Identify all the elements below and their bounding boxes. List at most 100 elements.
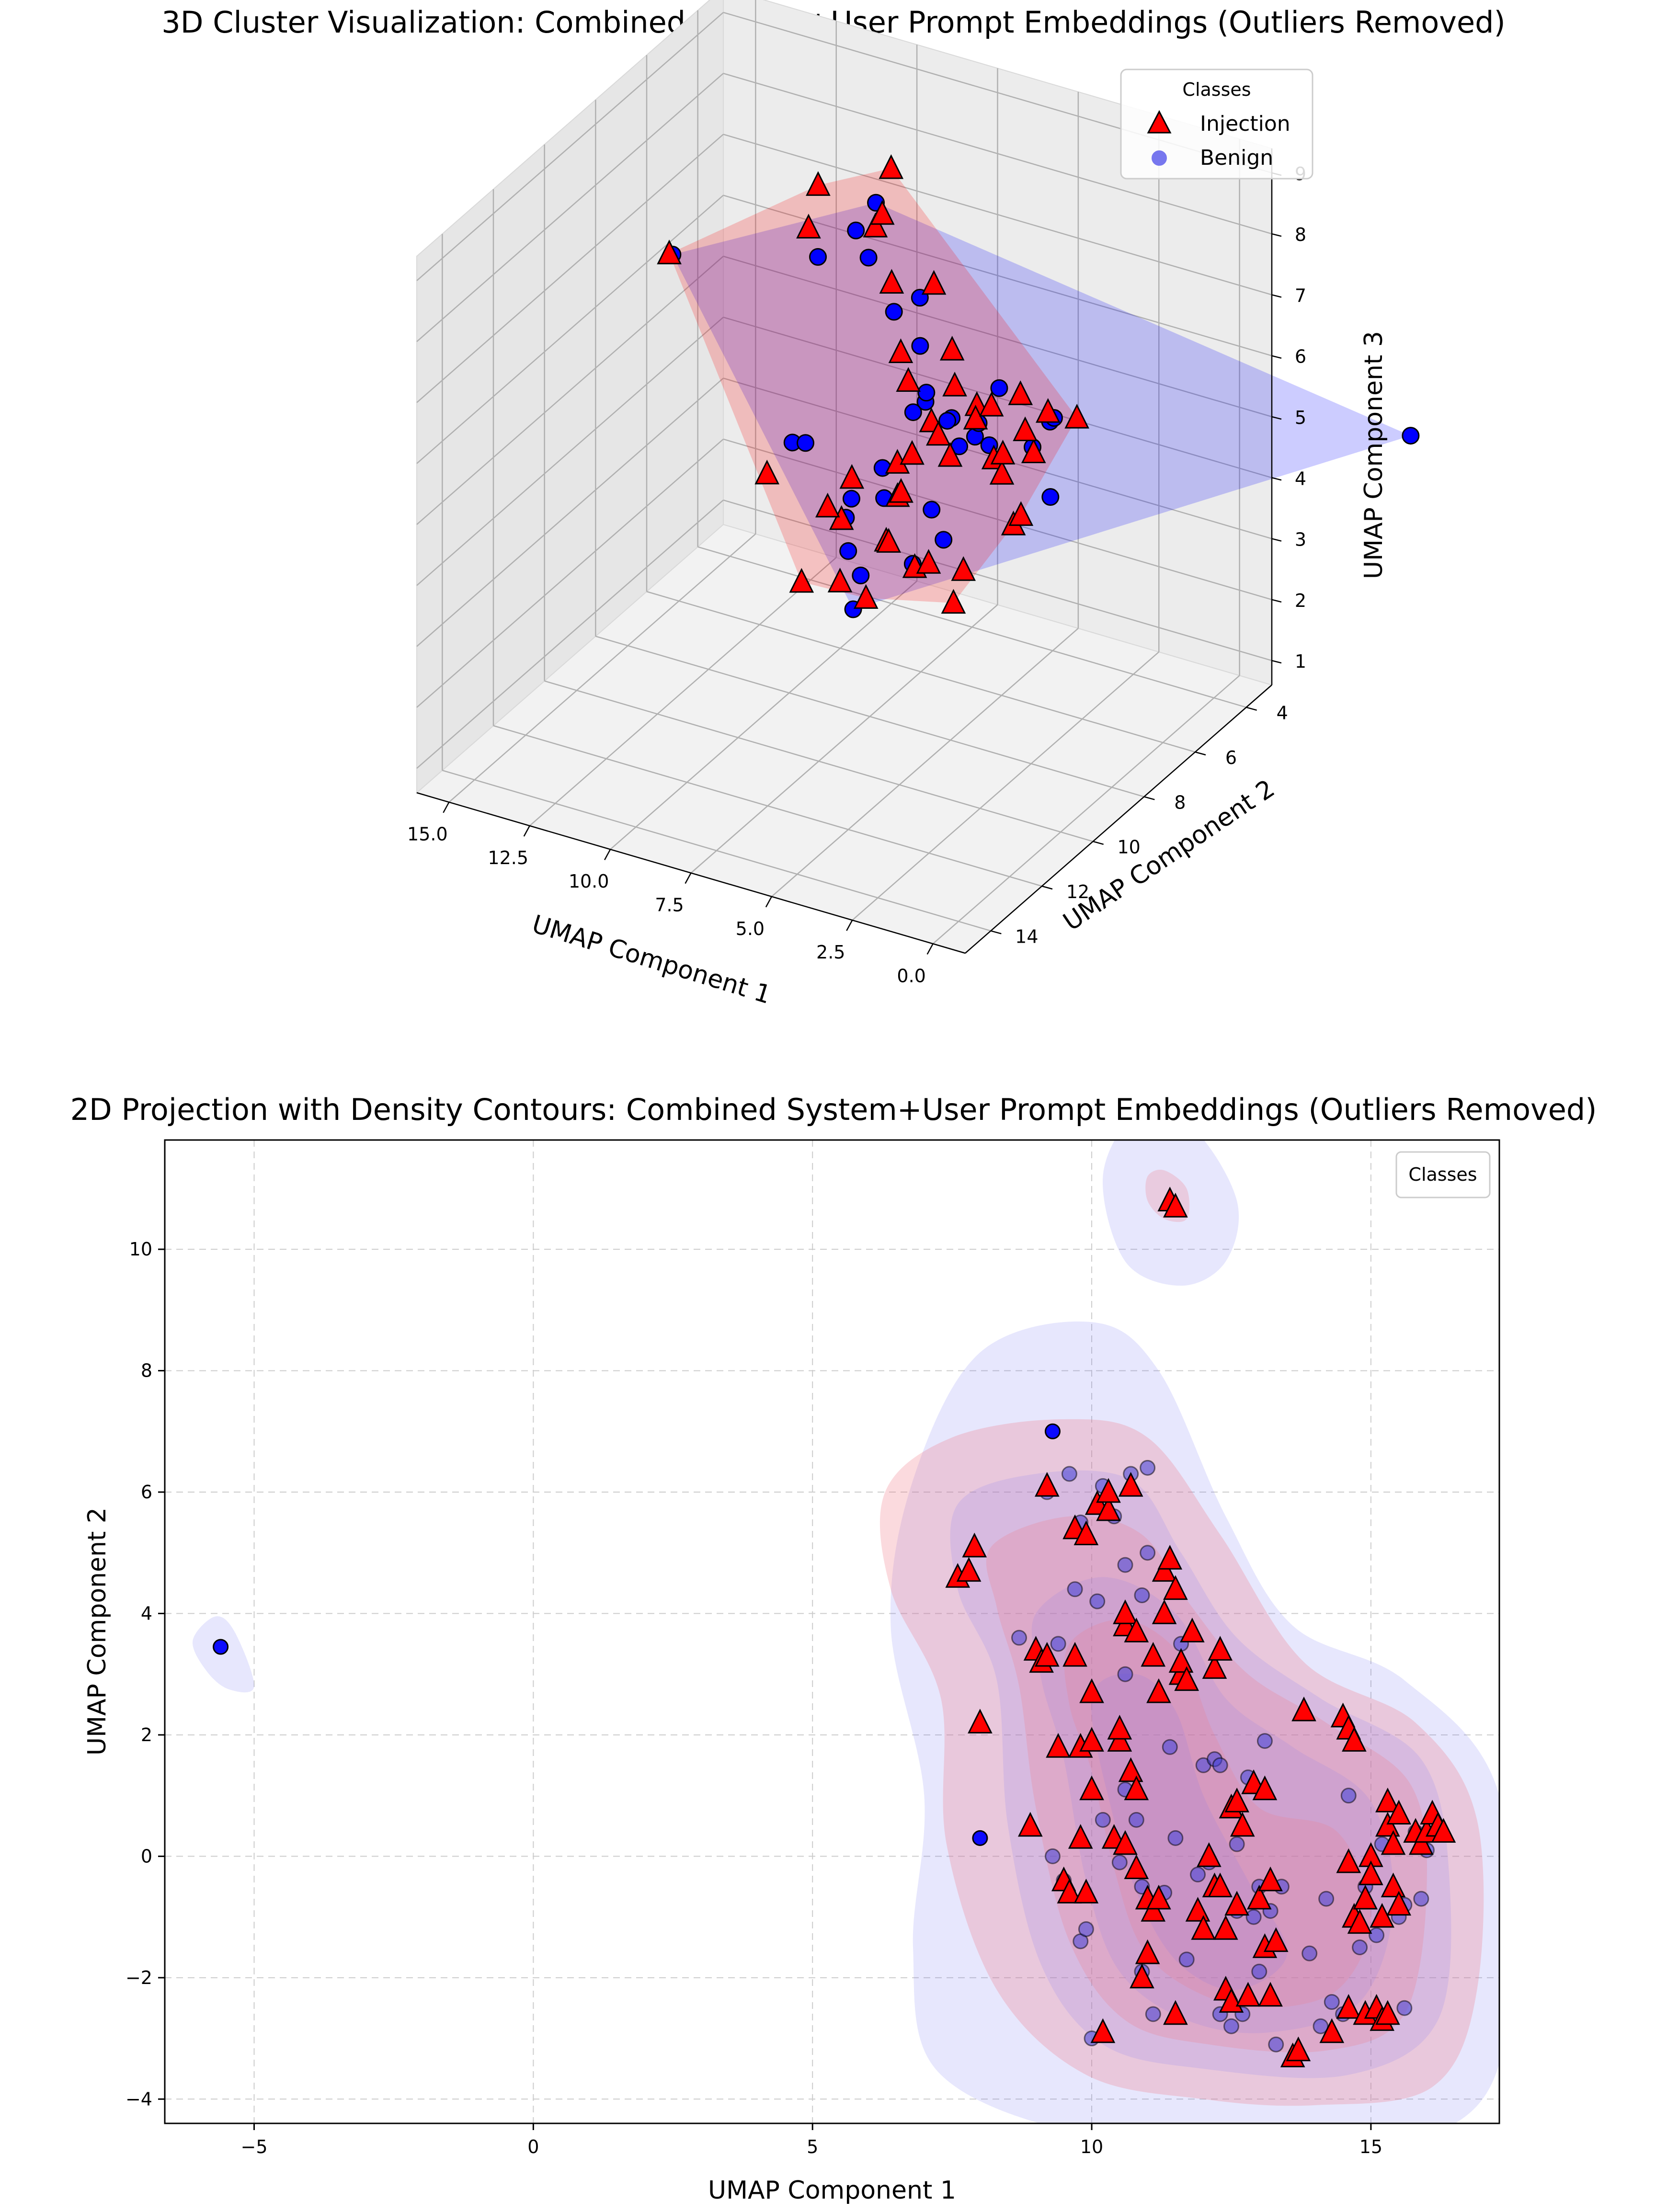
x-tick: [685, 872, 692, 884]
injection-point-2d: [1124, 1854, 1149, 1880]
injection-point-2d: [1062, 1642, 1087, 1667]
benign-point-2d: [1140, 1459, 1156, 1476]
z-tick: [1271, 416, 1282, 420]
injection-point-3d: [1021, 438, 1046, 464]
z-tick: [1271, 538, 1282, 542]
y-tick-label: 6: [1225, 747, 1237, 768]
benign-point-2d: [1044, 1423, 1061, 1439]
injection-point-2d: [1107, 1727, 1132, 1752]
grid-line: [723, 72, 1272, 235]
benign-density-outlier: [192, 1616, 254, 1693]
benign-point-2d: [1011, 1630, 1028, 1646]
injection-point-2d: [1319, 2018, 1345, 2043]
y-tick-label: 4: [1277, 703, 1288, 724]
benign-point-2d: [1302, 1945, 1318, 1961]
injection-point-3d: [863, 212, 888, 238]
x-tick-label-2d: 10: [1080, 2136, 1103, 2157]
injection-point-2d: [1258, 1982, 1283, 2007]
grid-line: [723, 317, 1272, 479]
injection-point-2d: [1163, 1193, 1188, 1218]
injection-density-mid: [986, 1516, 1427, 2052]
injection-point-2d: [1152, 1557, 1177, 1582]
z-tick-label: 4: [1295, 468, 1306, 489]
injection-point-2d: [1336, 1848, 1361, 1873]
y-tick: [1144, 796, 1155, 800]
injection-point-2d: [1213, 1915, 1238, 1940]
injection-density-outer: [879, 1419, 1484, 2106]
injection-point-2d: [1090, 2018, 1116, 2043]
injection-point-2d: [1046, 1733, 1071, 1758]
grid-line: [723, 438, 1272, 601]
injection-point-3d: [941, 589, 966, 614]
injection-point-2d: [1359, 1860, 1383, 1885]
benign-point-2d: [1050, 1636, 1066, 1652]
injection-point-3d: [829, 505, 854, 530]
legend-injection-label: Injection: [1200, 112, 1290, 136]
grid-line: [416, 256, 724, 525]
x-tick: [765, 896, 772, 908]
points-3d-layer: [657, 154, 1420, 618]
z-tick: [1271, 355, 1282, 359]
injection-point-2d: [1336, 1994, 1361, 2019]
injection-point-3d: [879, 154, 904, 179]
injection-point-3d: [657, 239, 682, 264]
y-tick-label-2d: 10: [129, 1239, 152, 1260]
grid-line: [932, 675, 1240, 945]
x-tick-label: 10.0: [569, 871, 609, 892]
legend-title-3d: Classes: [1182, 79, 1251, 100]
benign-point-2d: [972, 1830, 988, 1846]
x-tick-label: 12.5: [488, 847, 528, 868]
benign-point-3d: [847, 221, 865, 239]
injection-point-2d: [968, 1709, 993, 1733]
legend-injection-marker: [1147, 110, 1172, 134]
benign-point-2d: [1067, 1581, 1083, 1597]
injection-point-2d: [1079, 1678, 1104, 1703]
injection-point-2d: [1180, 1618, 1205, 1642]
x-tick-label-2d: 5: [807, 2136, 818, 2157]
x-tick: [523, 825, 530, 837]
benign-point-2d: [1162, 1739, 1178, 1755]
benign-point-2d: [1167, 1830, 1184, 1846]
injection-point-2d: [1146, 1678, 1171, 1703]
injection-point-2d: [1246, 1884, 1272, 1910]
grid-line: [723, 255, 1272, 418]
benign-point-2d: [1318, 1891, 1335, 1907]
y-tick: [1093, 841, 1104, 845]
injection-point-2d: [1068, 1824, 1093, 1849]
benign-point-2d: [1369, 1927, 1385, 1943]
z-tick-label: 5: [1295, 407, 1306, 428]
legend-benign-marker: [1152, 150, 1167, 166]
injection-point-2d: [1079, 1775, 1104, 1801]
grid-layer: [165, 1140, 1499, 2123]
injection-point-2d: [1252, 1775, 1278, 1801]
y-tick-label-2d: −4: [126, 2088, 152, 2109]
z-tick-label: 6: [1295, 346, 1306, 367]
injection-point-3d: [1008, 380, 1033, 405]
benign-point-2d: [1229, 1836, 1245, 1852]
injection-point-2d: [1353, 1884, 1378, 1910]
benign-point-3d: [904, 403, 922, 422]
axis-3d-layer: 15.012.510.07.55.02.50.04681012141234567…: [407, 148, 1306, 986]
injection-point-2d: [1073, 1520, 1099, 1546]
injection-point-2d: [1408, 1830, 1434, 1855]
benign-point-3d: [990, 379, 1008, 397]
benign-point-2d: [1256, 1733, 1273, 1749]
z-tick: [1271, 599, 1282, 603]
grid-line: [416, 134, 724, 403]
benign-point-2d: [1340, 1788, 1357, 1804]
injection-point-2d: [1286, 2036, 1311, 2062]
z-tick: [1271, 660, 1282, 664]
injection-point-3d: [869, 200, 895, 225]
benign-point-2d: [1396, 2000, 1413, 2016]
injection-point-2d: [1163, 1575, 1188, 1600]
injection-point-2d: [1163, 2000, 1188, 2025]
z-tick-label: 8: [1295, 224, 1306, 245]
injection-point-2d: [1235, 1982, 1261, 2007]
hull-layer: [669, 168, 1411, 610]
grid-line: [723, 499, 1272, 661]
benign-point-3d: [842, 490, 860, 508]
y-tick-label-2d: 0: [141, 1846, 152, 1867]
injection-point-2d: [1347, 1909, 1372, 1934]
injection-point-2d: [1375, 1787, 1400, 1813]
injection-point-3d: [879, 269, 904, 294]
